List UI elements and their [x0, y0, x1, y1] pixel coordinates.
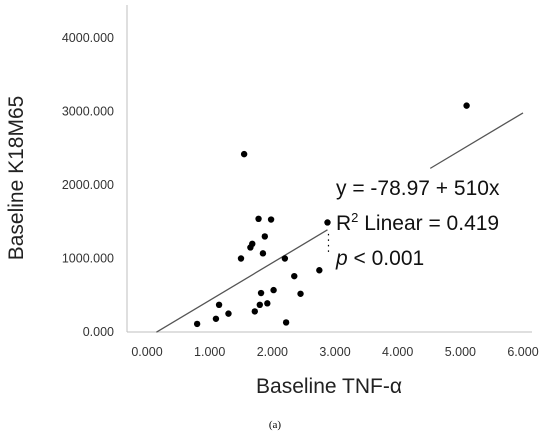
x-tick-label: 2.000 [257, 345, 288, 359]
data-point [225, 310, 232, 317]
p-value-label: p < 0.001 [335, 247, 424, 270]
regression-line [156, 112, 524, 333]
data-point [237, 255, 245, 262]
y-tick-label: 4000.000 [62, 31, 114, 45]
axes [126, 5, 532, 333]
data-point [291, 272, 298, 280]
data-point [255, 215, 262, 223]
x-tick-label: 0.000 [131, 345, 162, 359]
data-point [256, 301, 263, 309]
p-symbol: p [335, 247, 348, 270]
r-squared-value: Linear = 0.419 [358, 212, 499, 235]
data-point [259, 250, 267, 257]
x-tick-label: 1.000 [194, 345, 225, 359]
data-point [212, 315, 220, 322]
x-tick-label: 4.000 [382, 345, 413, 359]
x-tick-label: 3.000 [319, 345, 350, 359]
data-point [251, 308, 258, 315]
regression-line-segment [156, 229, 328, 333]
regression-equation: y = -78.97 + 510x [336, 177, 500, 200]
regression-line-segment [429, 112, 524, 169]
data-point [270, 286, 277, 294]
y-tick-label: 3000.000 [62, 105, 114, 119]
data-point [261, 233, 269, 240]
data-point [324, 219, 331, 226]
r-symbol: R [336, 212, 351, 235]
data-point [264, 300, 271, 307]
data-point [257, 289, 265, 297]
data-point [240, 150, 248, 158]
data-point [281, 255, 289, 262]
x-axis-title: Baseline TNF-α [256, 375, 402, 398]
y-tick-label: 2000.000 [62, 178, 114, 192]
data-point [215, 301, 223, 309]
data-point [463, 102, 470, 109]
y-tick-labels: 0.000 1000.000 2000.000 3000.000 4000.000 [62, 31, 114, 339]
figure-caption: (a) [269, 419, 282, 431]
data-point [282, 319, 290, 326]
data-point [267, 216, 275, 223]
x-tick-labels: 0.000 1.000 2.000 3.000 4.000 5.000 6.000 [131, 345, 538, 359]
x-tick-label: 6.000 [507, 345, 538, 359]
data-point [249, 240, 256, 247]
data-point [316, 267, 323, 274]
y-axis-title: Baseline K18M65 [5, 96, 28, 261]
data-point [193, 320, 201, 328]
r-squared-label: R2 Linear = 0.419 [336, 210, 499, 235]
y-tick-label: 1000.000 [62, 252, 114, 266]
y-tick-label: 0.000 [83, 325, 114, 339]
x-tick-label: 5.000 [445, 345, 476, 359]
p-value: < 0.001 [348, 247, 424, 270]
r-squared-superscript: 2 [351, 210, 358, 225]
data-points [193, 102, 470, 328]
data-point [297, 290, 304, 297]
